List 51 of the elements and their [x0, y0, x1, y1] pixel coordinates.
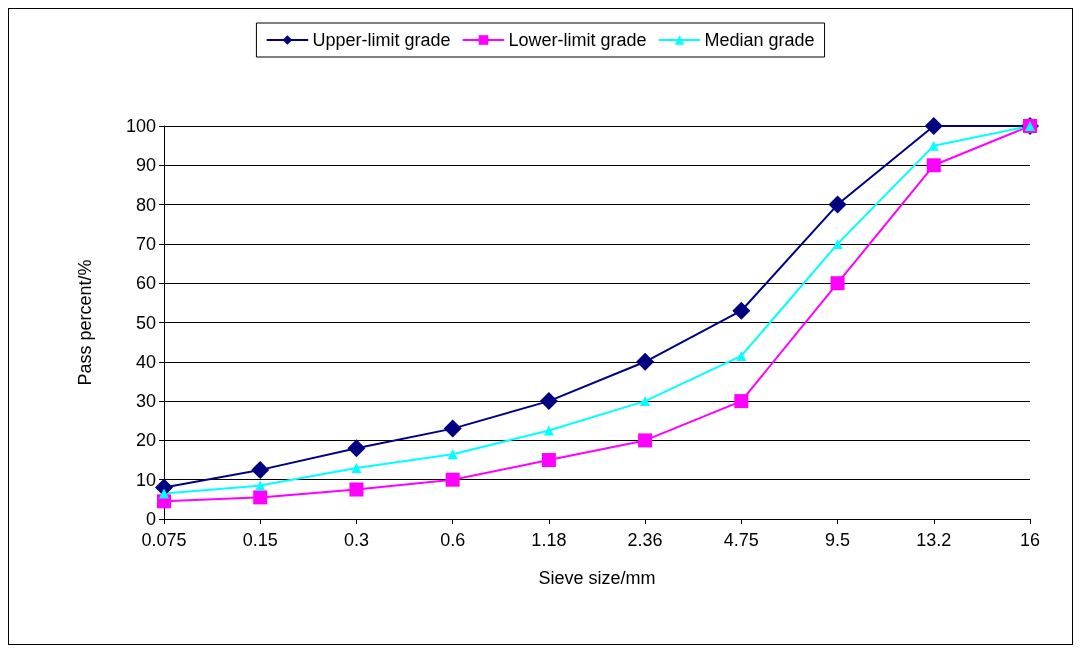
point	[640, 396, 651, 407]
y-tick-label: 10	[135, 469, 156, 490]
y-tick-label: 40	[135, 351, 156, 372]
point	[253, 490, 268, 505]
x-tick-label: 2.36	[627, 530, 663, 550]
x-tick-label: 16	[1019, 530, 1041, 550]
point	[830, 276, 845, 291]
point	[928, 140, 939, 151]
point	[732, 301, 751, 320]
point	[541, 453, 556, 468]
x-tick-label: 9.5	[825, 530, 851, 550]
point	[351, 462, 362, 473]
point	[543, 425, 554, 436]
point	[445, 472, 460, 487]
x-tick-label: 1.18	[531, 530, 567, 550]
y-tick-label: 0	[145, 509, 156, 529]
legend-label: Median grade	[704, 30, 815, 50]
point	[255, 480, 266, 491]
point	[443, 419, 462, 438]
point	[349, 482, 364, 497]
x-tick-label: 0.6	[440, 530, 466, 550]
y-tick-label: 70	[135, 233, 156, 254]
y-tick-label: 100	[125, 116, 156, 136]
point	[924, 117, 943, 135]
legend-label: Upper-limit grade	[312, 30, 451, 50]
y-tick-label: 80	[135, 194, 156, 215]
point	[447, 449, 458, 460]
x-axis-title: Sieve size/mm	[538, 568, 656, 588]
y-tick-label: 20	[135, 430, 156, 451]
y-tick-label: 60	[135, 273, 156, 294]
point	[159, 488, 169, 499]
point	[636, 352, 655, 371]
point	[539, 392, 558, 411]
point	[832, 238, 843, 249]
x-tick-label: 13.2	[916, 530, 952, 550]
point	[926, 158, 941, 173]
y-tick-label: 30	[135, 391, 156, 412]
point	[638, 433, 653, 448]
point	[734, 394, 749, 409]
point	[736, 350, 747, 361]
x-tick-label: 4.75	[723, 530, 759, 550]
y-axis-title: Pass percent/%	[75, 259, 95, 386]
x-tick-label: 0.075	[141, 530, 187, 550]
y-tick-label: 90	[135, 155, 156, 176]
y-tick-label: 50	[135, 312, 156, 333]
x-tick-label: 0.15	[242, 530, 278, 550]
point	[347, 439, 366, 458]
x-tick-label: 0.3	[343, 530, 369, 550]
point	[251, 460, 270, 479]
legend-label: Lower-limit grade	[508, 30, 647, 50]
point	[828, 195, 847, 214]
